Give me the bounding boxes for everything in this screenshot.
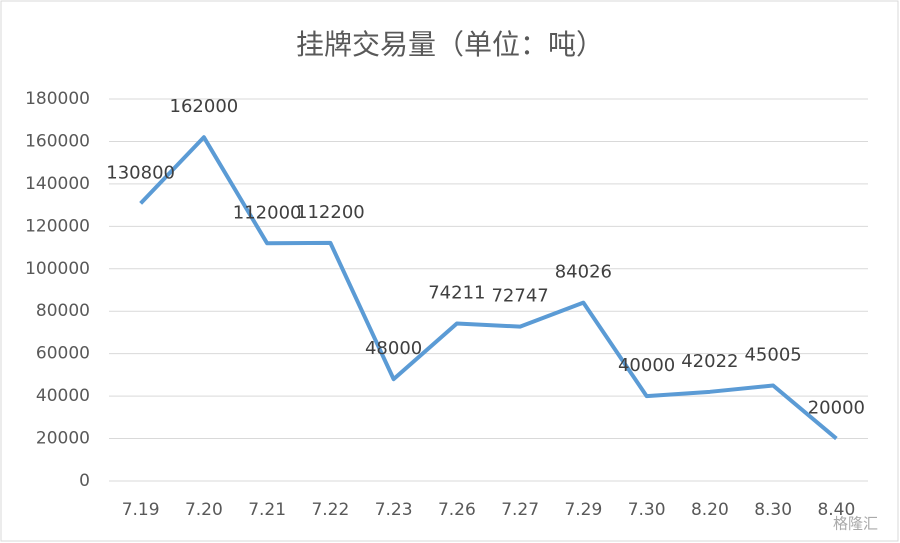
x-tick-label: 7.27 xyxy=(501,500,539,520)
y-tick-label: 180000 xyxy=(25,89,90,109)
data-label: 74211 xyxy=(428,283,485,304)
data-label: 20000 xyxy=(808,398,865,419)
watermark: 格隆汇 xyxy=(833,515,878,533)
x-tick-label: 8.20 xyxy=(691,500,729,520)
data-label: 72747 xyxy=(491,286,548,307)
data-label: 112200 xyxy=(296,202,365,223)
x-tick-label: 7.29 xyxy=(564,500,602,520)
x-tick-label: 7.26 xyxy=(438,500,476,520)
y-tick-label: 60000 xyxy=(36,344,90,364)
x-tick-label: 7.22 xyxy=(311,500,349,520)
y-tick-label: 40000 xyxy=(36,386,90,406)
y-tick-label: 100000 xyxy=(25,259,90,279)
data-label: 48000 xyxy=(365,338,422,359)
chart-title: 挂牌交易量（单位：吨） xyxy=(296,28,604,61)
x-tick-label: 7.21 xyxy=(248,500,286,520)
x-tick-label: 7.20 xyxy=(185,500,223,520)
y-tick-label: 120000 xyxy=(25,216,90,236)
y-tick-label: 140000 xyxy=(25,174,90,194)
data-label: 42022 xyxy=(681,351,738,372)
x-tick-label: 8.40 xyxy=(817,500,855,520)
y-tick-label: 160000 xyxy=(25,131,90,151)
x-tick-label: 8.30 xyxy=(754,500,792,520)
x-tick-label: 7.23 xyxy=(375,500,413,520)
x-tick-label: 7.19 xyxy=(122,500,160,520)
data-label: 45005 xyxy=(744,344,801,365)
data-label: 162000 xyxy=(170,96,239,117)
y-tick-label: 0 xyxy=(79,471,90,491)
y-tick-label: 20000 xyxy=(36,429,90,449)
data-label: 130800 xyxy=(106,162,175,183)
data-line xyxy=(139,135,838,441)
data-label: 84026 xyxy=(555,262,612,283)
x-tick-label: 7.30 xyxy=(628,500,666,520)
y-tick-label: 80000 xyxy=(36,301,90,321)
data-label: 40000 xyxy=(618,355,675,376)
data-label: 112000 xyxy=(233,202,302,223)
